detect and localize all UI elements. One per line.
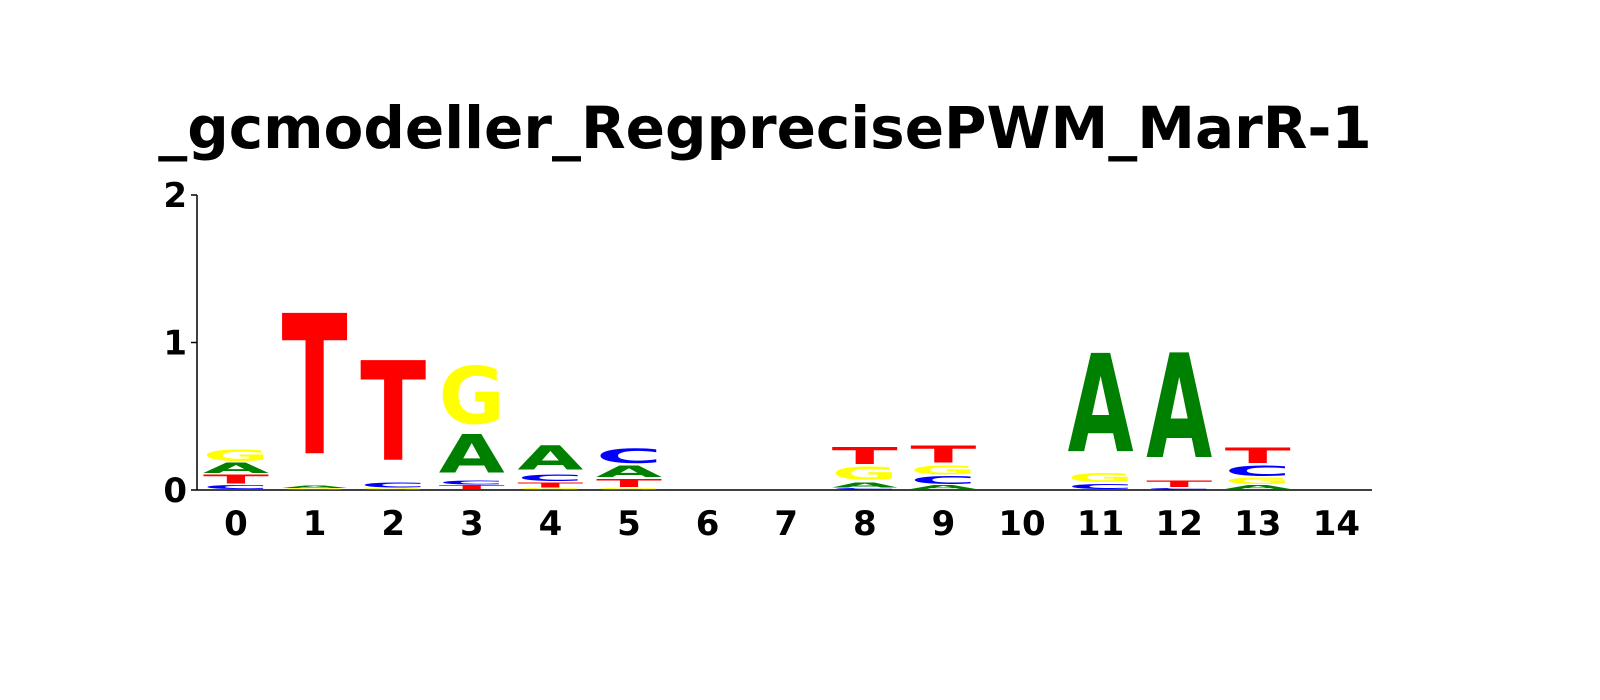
logo-letter-g: G <box>282 488 348 490</box>
logo-letter-g: G <box>360 488 426 490</box>
logo-letter-a: A <box>203 460 269 476</box>
logo-letter-t: T <box>517 481 583 489</box>
x-tick-label: 14 <box>1313 504 1360 544</box>
logo-letter-g: G <box>439 350 505 442</box>
logo-letter-g: G <box>832 463 898 483</box>
logo-letter-a: A <box>832 481 898 489</box>
y-tick-label: 1 <box>163 324 187 364</box>
x-tick-label: 10 <box>998 504 1045 544</box>
y-tick-label: 0 <box>163 471 187 511</box>
x-tick-label: 6 <box>696 504 720 544</box>
x-tick-label: 5 <box>617 504 641 544</box>
y-ticks: 0 1 2 <box>163 176 197 511</box>
x-tick-label: 7 <box>774 504 798 544</box>
y-tick-label: 2 <box>163 176 187 216</box>
logo-letter-g: G <box>1225 476 1291 486</box>
x-tick-label: 13 <box>1234 504 1281 544</box>
logo-letter-c: C <box>1225 463 1291 479</box>
x-tick-label: 8 <box>853 504 877 544</box>
logo-letter-g: G <box>910 463 976 477</box>
x-ticks: 0 1 2 3 4 5 6 7 8 9 10 11 12 13 14 <box>224 504 1360 544</box>
logo-letter-a: A <box>1146 323 1212 491</box>
logo-letter-a: A <box>910 484 976 490</box>
logo-letter-c: C <box>439 480 505 486</box>
logo-letter-t: T <box>439 484 505 490</box>
logo-letter-c: C <box>596 446 662 468</box>
x-tick-label: 4 <box>539 504 563 544</box>
x-tick-label: 11 <box>1077 504 1124 544</box>
x-tick-label: 1 <box>303 504 327 544</box>
logo-letter-t: T <box>910 442 976 469</box>
logo-letter-a: A <box>282 485 348 489</box>
logo-letter-c: C <box>517 473 583 483</box>
chart-title: _gcmodeller_RegprecisePWM_MarR-1 <box>158 94 1372 162</box>
logo-letter-g: G <box>596 488 662 490</box>
logo-letter-t: T <box>1146 479 1212 489</box>
logo-letter-a: A <box>517 439 583 478</box>
x-tick-label: 9 <box>932 504 956 544</box>
logo-letter-g: G <box>517 488 583 490</box>
x-tick-label: 0 <box>224 504 248 544</box>
logo-letter-t: T <box>832 443 898 470</box>
logo-letter-g: G <box>1068 471 1134 485</box>
logo-letter-t: T <box>1225 443 1291 468</box>
logo-letter-c: C <box>910 474 976 486</box>
logo-letter-a: A <box>439 423 505 485</box>
logo-letter-g: G <box>203 446 269 464</box>
logo-letter-c: C <box>1068 482 1134 490</box>
logo-letter-c: C <box>203 484 269 490</box>
logo-letter-t: T <box>203 472 269 486</box>
logo-letter-c: C <box>360 481 426 489</box>
logo-letter-c: C <box>1146 488 1212 490</box>
logo-letter-c: C <box>832 488 898 490</box>
logo-letter-t: T <box>596 477 662 489</box>
logo-letter-a: A <box>596 463 663 481</box>
x-tick-label: 2 <box>381 504 405 544</box>
logo-letter-a: A <box>1068 326 1134 484</box>
x-tick-label: 3 <box>460 504 484 544</box>
logo-letter-t: T <box>360 333 426 492</box>
logo-letter-t: T <box>282 275 348 499</box>
logo-letter-a: A <box>1225 484 1291 490</box>
x-tick-label: 12 <box>1156 504 1203 544</box>
